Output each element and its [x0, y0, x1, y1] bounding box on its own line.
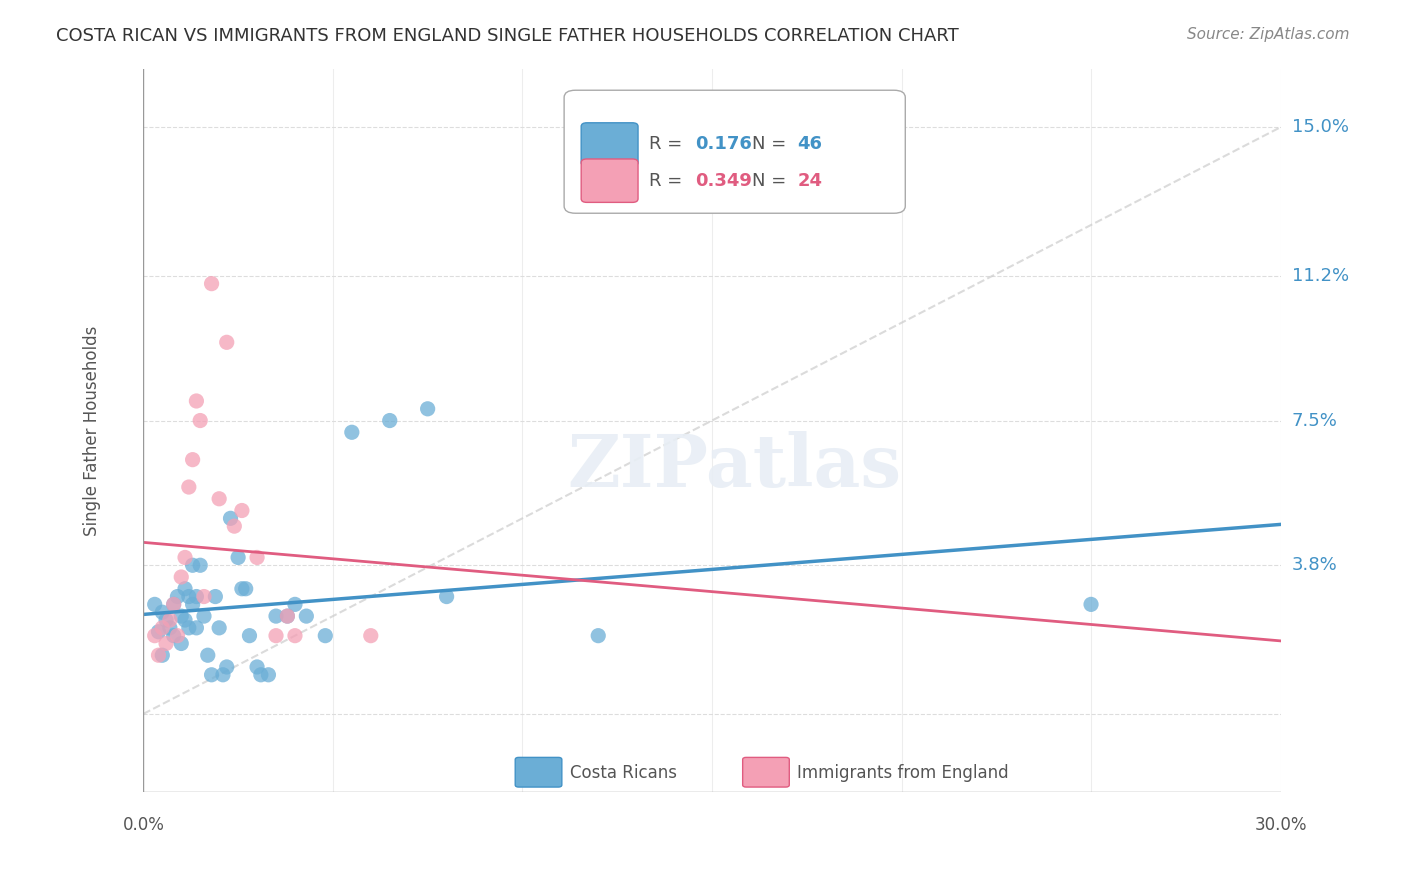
Text: Costa Ricans: Costa Ricans	[569, 764, 676, 781]
Point	[360, 629, 382, 643]
Point	[143, 598, 166, 612]
FancyBboxPatch shape	[581, 123, 638, 166]
Point	[340, 425, 363, 440]
Point	[295, 609, 318, 624]
Point	[276, 609, 298, 624]
Point	[155, 636, 177, 650]
Point	[276, 609, 298, 624]
Text: N =: N =	[752, 171, 792, 190]
FancyBboxPatch shape	[742, 757, 789, 787]
Point	[197, 648, 219, 663]
Text: 0.176: 0.176	[695, 136, 752, 153]
Point	[231, 582, 253, 596]
Text: 15.0%: 15.0%	[1292, 119, 1348, 136]
Point	[314, 629, 336, 643]
Text: R =: R =	[650, 171, 689, 190]
Point	[181, 452, 204, 467]
Text: 0.349: 0.349	[695, 171, 752, 190]
Point	[177, 621, 200, 635]
Point	[186, 621, 208, 635]
Point	[181, 558, 204, 573]
Text: ZIPatlas: ZIPatlas	[568, 431, 901, 502]
Point	[208, 621, 231, 635]
Point	[170, 570, 193, 584]
Point	[188, 558, 211, 573]
Point	[163, 598, 186, 612]
Point	[188, 413, 211, 427]
Point	[226, 550, 249, 565]
Point	[155, 613, 177, 627]
Point	[177, 480, 200, 494]
Point	[224, 519, 246, 533]
Point	[159, 613, 181, 627]
Text: 7.5%: 7.5%	[1292, 411, 1337, 430]
Point	[264, 609, 287, 624]
Point	[257, 667, 280, 681]
Point	[284, 629, 307, 643]
Point	[238, 629, 260, 643]
Point	[177, 590, 200, 604]
FancyBboxPatch shape	[581, 159, 638, 202]
Text: Single Father Households: Single Father Households	[83, 326, 101, 535]
Point	[150, 621, 173, 635]
Point	[174, 582, 197, 596]
Text: 11.2%: 11.2%	[1292, 267, 1348, 285]
Text: Immigrants from England: Immigrants from England	[797, 764, 1010, 781]
Point	[212, 667, 235, 681]
Point	[1080, 598, 1102, 612]
Point	[143, 629, 166, 643]
Text: R =: R =	[650, 136, 689, 153]
Point	[200, 667, 222, 681]
Point	[200, 277, 222, 291]
Point	[163, 598, 186, 612]
Point	[378, 413, 401, 427]
Point	[436, 590, 458, 604]
Point	[186, 590, 208, 604]
Point	[264, 629, 287, 643]
FancyBboxPatch shape	[515, 757, 562, 787]
Point	[181, 598, 204, 612]
Text: COSTA RICAN VS IMMIGRANTS FROM ENGLAND SINGLE FATHER HOUSEHOLDS CORRELATION CHAR: COSTA RICAN VS IMMIGRANTS FROM ENGLAND S…	[56, 27, 959, 45]
Point	[174, 550, 197, 565]
Point	[219, 511, 242, 525]
Point	[246, 550, 269, 565]
Point	[215, 660, 238, 674]
Point	[586, 629, 609, 643]
Text: 30.0%: 30.0%	[1254, 815, 1306, 834]
Point	[170, 609, 193, 624]
Text: 46: 46	[797, 136, 823, 153]
Point	[246, 660, 269, 674]
Point	[186, 394, 208, 409]
Text: 3.8%: 3.8%	[1292, 557, 1337, 574]
Point	[166, 590, 188, 604]
Text: Source: ZipAtlas.com: Source: ZipAtlas.com	[1187, 27, 1350, 42]
Point	[193, 609, 215, 624]
Point	[174, 613, 197, 627]
Point	[150, 648, 173, 663]
Point	[150, 605, 173, 619]
Point	[284, 598, 307, 612]
Point	[204, 590, 226, 604]
Text: N =: N =	[752, 136, 792, 153]
Point	[159, 621, 181, 635]
FancyBboxPatch shape	[564, 90, 905, 213]
Point	[215, 335, 238, 350]
Point	[250, 667, 273, 681]
Point	[148, 624, 170, 639]
Text: 0.0%: 0.0%	[122, 815, 165, 834]
Point	[235, 582, 257, 596]
Point	[166, 629, 188, 643]
Point	[231, 503, 253, 517]
Point	[163, 629, 186, 643]
Point	[193, 590, 215, 604]
Point	[148, 648, 170, 663]
Point	[170, 636, 193, 650]
Text: 24: 24	[797, 171, 823, 190]
Point	[208, 491, 231, 506]
Point	[416, 401, 439, 416]
